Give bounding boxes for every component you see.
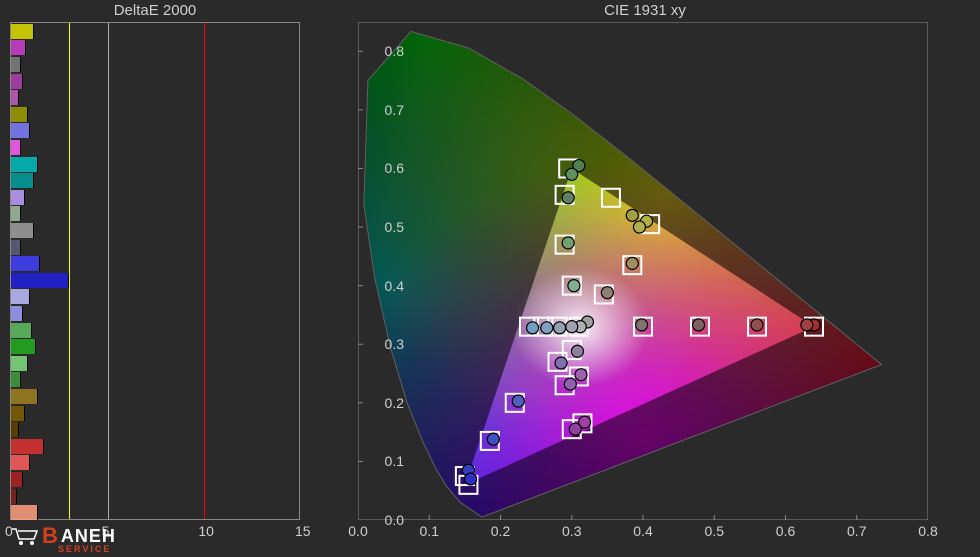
cart-icon: [10, 526, 38, 546]
deltae-title: DeltaE 2000: [0, 0, 310, 19]
logo-letter: B: [42, 523, 59, 549]
logo-subtext: SERVICE: [58, 544, 111, 554]
deltae-panel: DeltaE 2000 B ANEH SERVICE 051015: [0, 0, 310, 557]
brand-logo: B ANEH SERVICE: [10, 523, 116, 549]
cie-title: CIE 1931 xy: [310, 0, 980, 19]
deltae-plot-area: [10, 22, 300, 520]
cie-plot-area: [358, 22, 928, 520]
cie-panel: CIE 1931 xy 0.00.10.20.30.40.50.60.70.80…: [310, 0, 980, 557]
